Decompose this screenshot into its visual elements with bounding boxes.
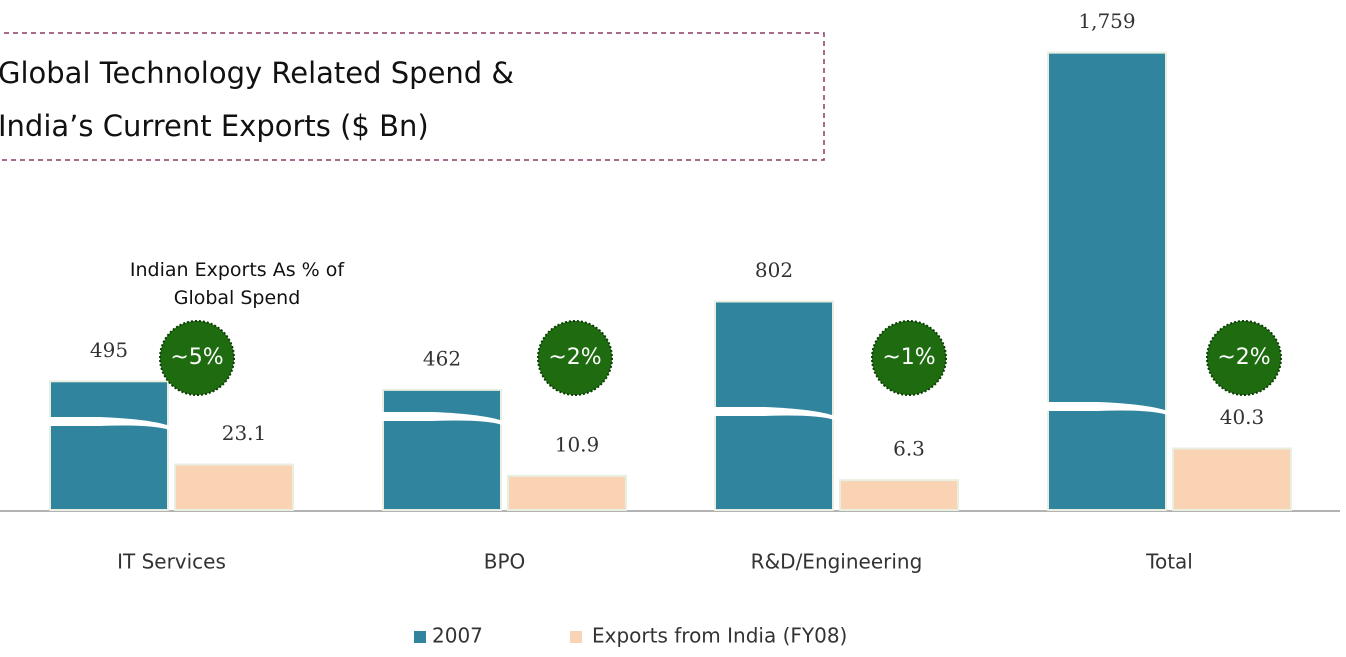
- annotation: ~2%: [1217, 345, 1270, 370]
- value-label: 10.9: [555, 432, 600, 456]
- legend-swatch: [570, 631, 582, 643]
- x-tick-label: R&D/Engineering: [751, 550, 923, 574]
- annotation-badge: [537, 320, 613, 396]
- axis-break: [48, 417, 170, 430]
- bar: [714, 300, 834, 512]
- annotation-badge: [871, 320, 947, 396]
- bar: [49, 380, 169, 511]
- x-tick-label: IT Services: [117, 550, 226, 574]
- bar: [174, 463, 294, 511]
- value-label: 495: [90, 338, 128, 362]
- x-tick-label: BPO: [484, 550, 526, 574]
- legend-label: 2007: [432, 624, 483, 648]
- bar: [1172, 447, 1292, 511]
- bar: [839, 479, 959, 511]
- bar: [1047, 51, 1167, 511]
- value-label: 23.1: [222, 421, 267, 445]
- chart-title: Global Technology Related Spend & India’s…: [0, 56, 514, 143]
- annotation-badge: [159, 320, 235, 396]
- x-tick-label: Total: [1145, 550, 1193, 574]
- bar: [382, 388, 502, 512]
- axis-break: [381, 412, 503, 425]
- title-box: [0, 32, 825, 161]
- annotation-badge: [1206, 320, 1282, 396]
- axis-break: [713, 407, 835, 420]
- annotation: ~2%: [548, 345, 601, 370]
- value-label: 802: [755, 258, 793, 282]
- axis-break: [1046, 402, 1168, 415]
- value-label: 1,759: [1078, 9, 1135, 33]
- value-label: 6.3: [893, 437, 925, 461]
- value-label: 462: [423, 346, 461, 370]
- note: Indian Exports As % of Global Spend: [129, 259, 345, 309]
- annotation: ~5%: [170, 345, 223, 370]
- legend-swatch: [414, 631, 426, 643]
- annotation: ~1%: [882, 345, 935, 370]
- bar: [507, 474, 627, 512]
- legend-label: Exports from India (FY08): [592, 624, 847, 648]
- value-label: 40.3: [1220, 405, 1265, 429]
